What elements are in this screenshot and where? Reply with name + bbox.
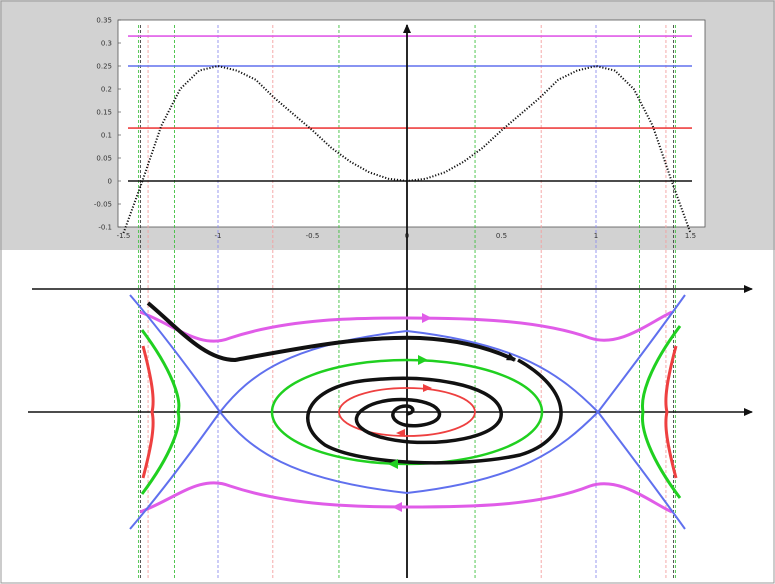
y-tick-label: 0.15 <box>96 109 112 117</box>
y-tick-label: -0.05 <box>94 201 112 209</box>
vertical-guides <box>138 25 676 580</box>
green-orbit-center <box>270 358 544 466</box>
black-spiral <box>146 301 516 363</box>
potential-ticks: -1.5 -1 -0.5 0 0.5 1 1.5 0.35 0.3 0.25 0.2 0.15 0.1 0… <box>94 17 696 241</box>
red-orbit-left <box>141 345 155 479</box>
y-tick-label: 0.1 <box>101 132 112 140</box>
green-orbit-left <box>140 329 181 495</box>
arrow-green-bottom <box>388 459 398 469</box>
arrow-red-bottom <box>396 429 405 437</box>
y-tick-label: 0.05 <box>96 155 112 163</box>
separatrix-left-lower <box>129 329 686 530</box>
arrow-green-top <box>418 355 428 365</box>
x-tick-label: -0.5 <box>306 232 320 240</box>
black-spiral-loops <box>306 358 563 465</box>
x-tick-label: 1 <box>594 232 598 240</box>
y-tick-label: 0.2 <box>101 86 112 94</box>
y-tick-label: 0.25 <box>96 63 112 71</box>
x-tick-label: 0.5 <box>496 232 507 240</box>
x-tick-label: 1.5 <box>685 232 696 240</box>
separatrix-left-upper <box>129 294 686 495</box>
magenta-orbit-bottom <box>139 481 673 514</box>
bottom-panel-background <box>0 250 775 584</box>
arrow-magenta-bottom <box>392 502 402 512</box>
y-tick-label: 0.3 <box>101 40 112 48</box>
x-tick-label: -1 <box>215 232 222 240</box>
arrow-magenta-top <box>422 313 432 323</box>
y-tick-label: 0 <box>108 178 112 186</box>
magenta-orbit-top <box>139 310 673 343</box>
x-tick-label: -1.5 <box>117 232 131 240</box>
red-orbit-center <box>338 387 476 437</box>
y-tick-label: 0.35 <box>96 17 112 25</box>
potential-plot-area <box>117 19 706 228</box>
red-orbit-right <box>664 345 678 479</box>
arrow-red-top <box>423 384 432 392</box>
phase-portrait <box>129 294 686 530</box>
green-orbit-right <box>640 325 682 499</box>
y-tick-label: -0.1 <box>98 224 112 232</box>
